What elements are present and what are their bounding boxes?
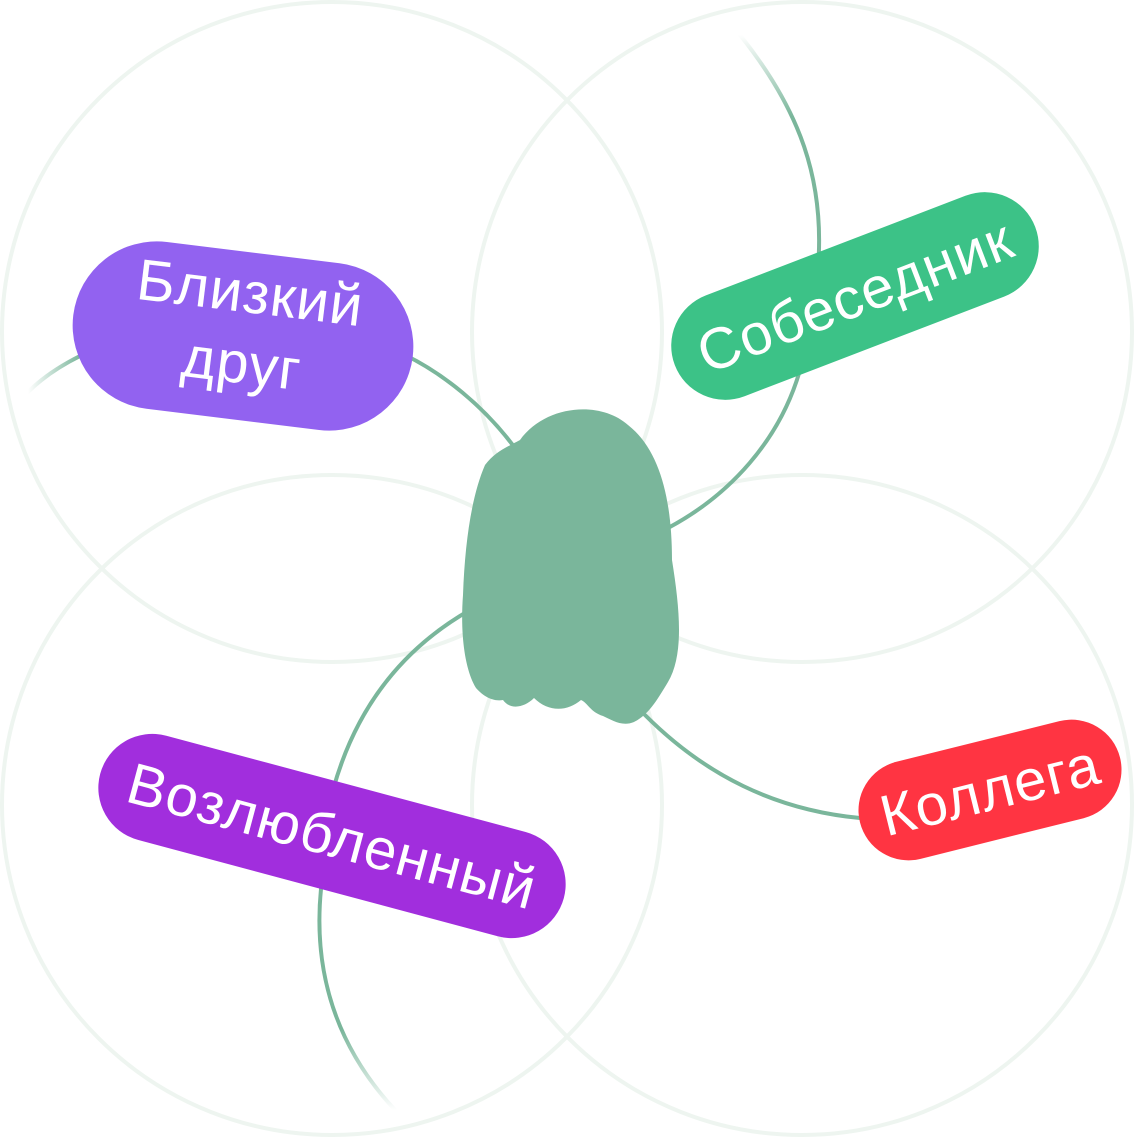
- central-ghost-shape: [462, 409, 679, 724]
- connector-close-friend: [403, 353, 522, 457]
- connector-beloved-lower: [317, 878, 397, 1112]
- ring-top-right: [470, 0, 1134, 664]
- close-friend-pill: [72, 241, 414, 431]
- interlocutor-pill: [671, 192, 1039, 400]
- connector-close-friend-tail: [26, 354, 82, 394]
- close-friend-label-line2: друг: [178, 324, 305, 403]
- connector-colleague: [643, 713, 862, 820]
- ring-bottom-right: [470, 473, 1134, 1137]
- role-interlocutor: Собеседник: [671, 192, 1039, 400]
- connector-interlocutor-lower: [666, 368, 802, 530]
- ring-bottom-left: [0, 473, 664, 1137]
- colleague-pill: [858, 719, 1122, 861]
- beloved-pill: [98, 733, 566, 939]
- role-beloved: Возлюбленный: [98, 733, 566, 939]
- role-colleague: Коллега: [858, 719, 1122, 861]
- connectors: [26, 33, 862, 1112]
- connector-beloved: [331, 608, 472, 792]
- connector-interlocutor: [738, 33, 822, 270]
- role-close-friend: Близкий друг: [72, 241, 414, 431]
- ring-top-left: [0, 0, 664, 664]
